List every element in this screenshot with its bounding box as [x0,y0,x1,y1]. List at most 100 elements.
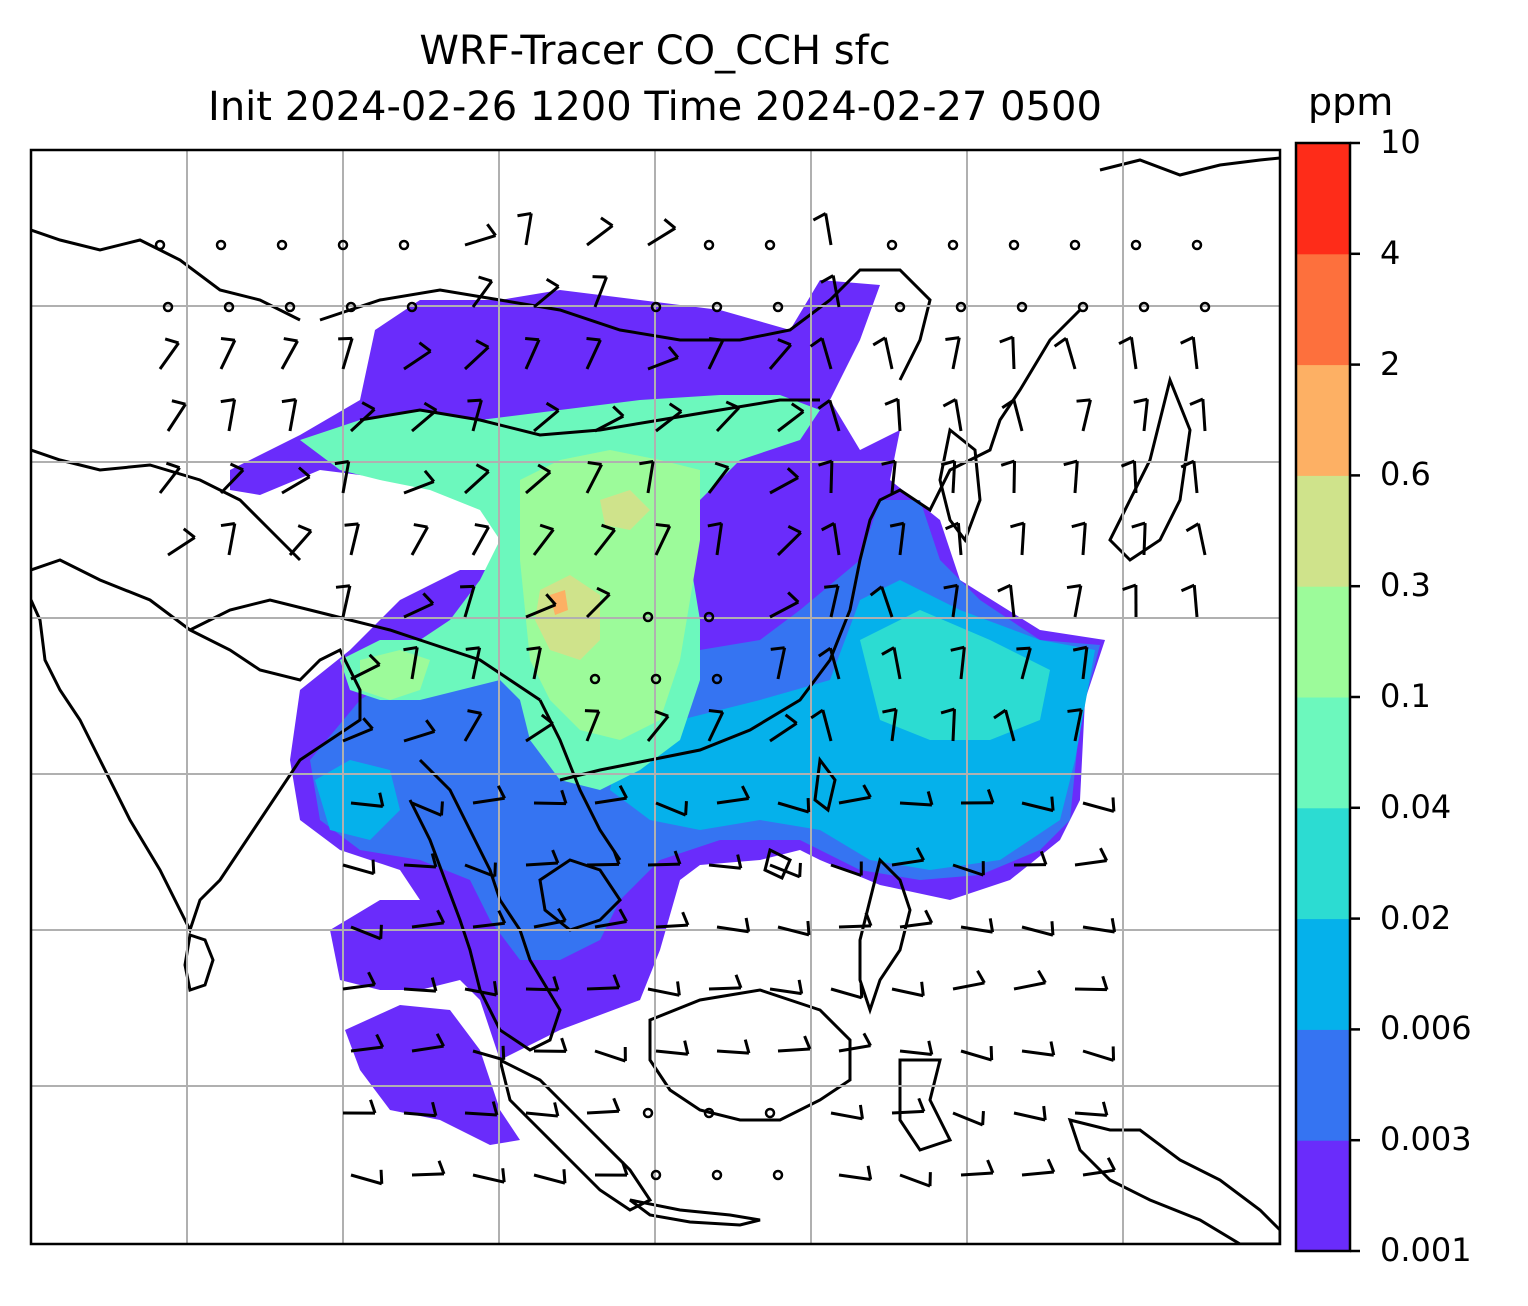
wind-barb [342,717,374,743]
wind-barb [707,461,730,494]
wind-barb [1180,459,1199,494]
wind-barb [471,275,494,308]
wind-barb [708,974,743,991]
wind-barb [350,924,383,941]
wind-barb [584,709,601,742]
wind-barb [1082,1157,1116,1177]
wind-barb [1076,398,1092,432]
wind-barb [1118,335,1138,370]
wind-barb [655,1040,690,1056]
wind-barb [809,337,833,370]
colorbar-swatch [1296,918,1350,1030]
colorbar-tick-label: 0.3 [1380,566,1431,605]
calm-wind-marker [703,239,715,251]
wind-barb [872,336,894,370]
wind-barb [943,583,959,618]
wind-barb [1063,459,1079,494]
wind-barb [463,463,490,495]
wind-barb [586,216,614,247]
wind-barb [655,801,688,817]
wind-barb [350,792,385,808]
wind-barb [993,708,1016,742]
wind-barb [594,1047,627,1063]
wind-barb [344,522,360,556]
wind-barb [533,907,567,929]
coastlines [31,156,1280,1244]
wind-barb [411,909,446,929]
wind-barb [1082,917,1117,934]
wind-barb [999,335,1016,370]
wind-barb [820,274,841,308]
wind-barb [838,912,873,929]
wind-barb [335,584,352,618]
wind-barb [1185,522,1207,556]
calm-wind-marker [772,301,784,313]
wind-barb [411,401,438,433]
wind-barb [891,847,925,867]
border-vietnam [538,699,622,861]
wind-barb [585,586,611,619]
wind-barb [586,974,621,991]
wind-barb [220,522,237,556]
wind-barb [288,524,313,556]
wind-barb [334,460,351,494]
wind-barb [1013,969,1047,991]
wind-barb [769,979,804,996]
wind-barb [350,1169,384,1186]
calm-wind-marker [772,1169,784,1181]
calm-wind-marker [711,1169,723,1181]
wind-barb [838,1032,872,1053]
wind-barb [716,917,751,934]
wind-barb [1122,583,1138,618]
wind-barb [817,399,841,432]
calm-wind-marker [703,611,715,623]
wind-barb [950,645,966,680]
wind-barb [158,461,181,494]
wind-barb [1013,1105,1047,1122]
wind-barb [830,861,863,877]
wind-barb [1021,1041,1056,1057]
wind-barb [830,983,864,1000]
wind-barb [707,709,725,742]
calm-wind-marker [345,301,357,313]
wind-barb [594,1161,629,1177]
colorbar-swatch [1296,586,1350,698]
colorbar-swatch [1296,364,1350,476]
wind-barb [776,524,802,557]
colorbar-swatch [1296,1140,1350,1252]
wind-barb [464,223,497,247]
wind-barb [525,976,560,992]
graticule [31,150,1280,1244]
wind-barb [945,336,961,370]
wind-barb [403,469,436,495]
wind-barb [891,981,925,998]
calm-wind-marker [1199,301,1211,313]
wind-barb [647,850,682,867]
wind-barb [655,402,683,433]
wind-barb [899,791,934,807]
wind-barb [1189,397,1207,432]
map-panel [31,150,1280,1244]
wind-barb [891,1097,926,1115]
wind-barb [1180,335,1199,370]
coastline-korea [938,427,982,544]
wind-barb [586,850,621,867]
wind-barb [1021,1158,1056,1177]
wind-barb [403,1101,438,1118]
wind-barb [960,1046,994,1062]
wind-barb [1072,645,1089,680]
wind-barb [882,707,898,742]
wind-barb [472,785,506,805]
wind-barb [533,1037,568,1053]
wind-barb [769,862,802,879]
wind-barb [769,713,798,743]
wind-barb [342,859,376,876]
wind-barb [716,1039,751,1055]
wind-barb [707,337,725,370]
wind-barb [1082,1046,1116,1062]
colorbar-tick-label: 0.1 [1380,677,1431,715]
wind-barb [647,981,681,997]
wind-barb [655,911,690,929]
wind-barb [830,1104,864,1121]
wind-barb [838,784,872,805]
